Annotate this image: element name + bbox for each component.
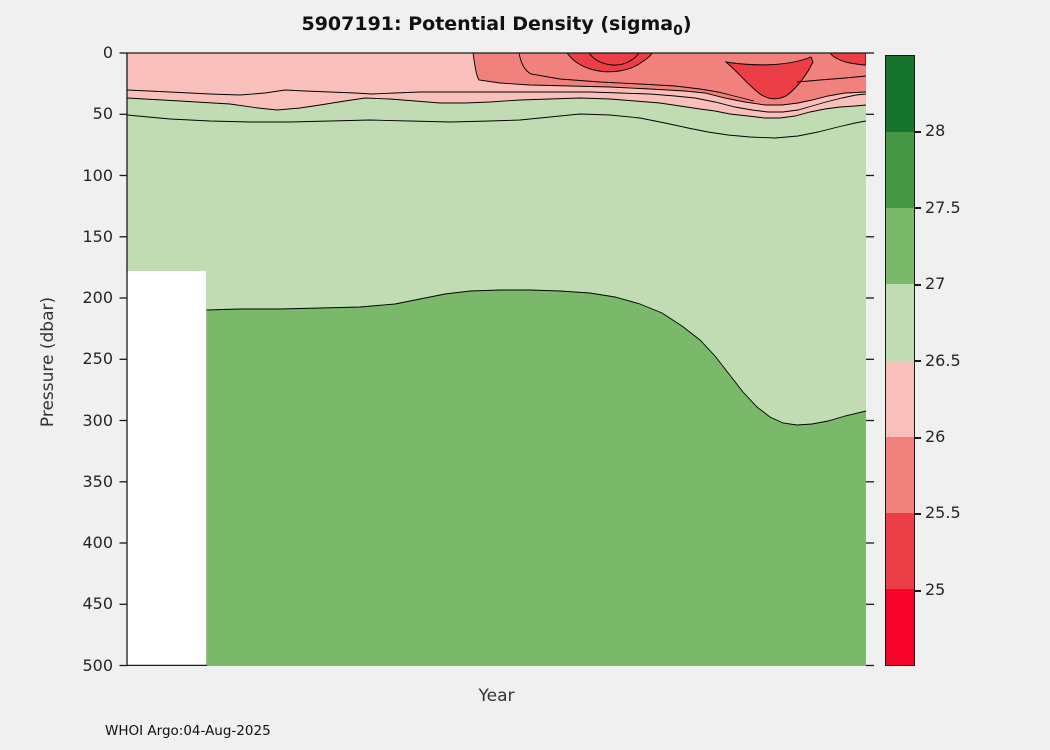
y-tick-label: 100 — [82, 166, 113, 185]
y-tick-label: 150 — [82, 227, 113, 246]
y-tick-label: 0 — [102, 43, 113, 62]
colorbar-segment-25-25.5 — [886, 512, 914, 589]
y-axis-ticks-right — [866, 52, 874, 667]
colorbar-segment-27.5-28 — [886, 132, 914, 209]
colorbar-tick — [915, 207, 921, 209]
colorbar — [885, 55, 915, 666]
contour-line-27.0 — [206, 289, 866, 426]
missing-data-region — [127, 271, 206, 666]
colorbar-segment-gt-28 — [886, 56, 914, 133]
colorbar-tick — [915, 513, 921, 515]
y-tick-label: 50 — [92, 104, 113, 123]
contour-line-25.25 — [588, 53, 640, 66]
contour-fill-25-25.5-tongue — [724, 56, 814, 100]
y-tick-label: 200 — [82, 288, 113, 307]
contour-line-26.75 — [127, 113, 866, 139]
page-title: 5907191: Potential Density (sigma0) — [127, 13, 866, 39]
title-text: 5907191: Potential Density (sigma — [301, 13, 674, 35]
contour-fill-25-25.5-blob — [566, 53, 653, 73]
colorbar-label: 26 — [925, 427, 946, 446]
colorbar-tick — [915, 590, 921, 592]
y-tick-label: 350 — [82, 472, 113, 491]
colorbar-segment-27-27.5 — [886, 208, 914, 285]
colorbar-tick — [915, 131, 921, 133]
colorbar-tick — [915, 360, 921, 362]
contour-line-26.25 — [127, 89, 866, 113]
colorbar-label: 25.5 — [925, 503, 961, 522]
y-tick-label: 500 — [82, 656, 113, 675]
colorbar-segment-25.5-26 — [886, 436, 914, 513]
colorbar-segment-lt-25 — [886, 588, 914, 665]
contour-line-26.0 — [472, 53, 866, 106]
colorbar-label: 27.5 — [925, 198, 961, 217]
contour-fill-27-27.5 — [206, 290, 866, 666]
colorbar-tick — [915, 437, 921, 439]
x-axis-label: Year — [478, 686, 515, 706]
contour-line-25.75-left — [518, 53, 755, 102]
y-tick-label: 250 — [82, 349, 113, 368]
colorbar-segment-26-26.5 — [886, 360, 914, 437]
contour-line-26.5 — [127, 97, 866, 119]
contour-fill-25-25.5-corner — [829, 53, 866, 66]
title-subscript: 0 — [673, 23, 683, 39]
title-suffix: ) — [682, 13, 692, 35]
footer-attribution: WHOI Argo:04-Aug-2025 — [105, 723, 271, 739]
y-tick-label: 300 — [82, 411, 113, 430]
colorbar-tick — [915, 284, 921, 286]
contour-line-25.75-right — [796, 75, 866, 83]
colorbar-label: 27 — [925, 274, 946, 293]
y-axis-ticks-left — [119, 52, 127, 667]
colorbar-label: 28 — [925, 121, 946, 140]
y-tick-label: 450 — [82, 594, 113, 613]
colorbar-segment-26.5-27 — [886, 284, 914, 361]
colorbar-label: 26.5 — [925, 351, 961, 370]
y-tick-label: 400 — [82, 533, 113, 552]
colorbar-label: 25 — [925, 580, 946, 599]
